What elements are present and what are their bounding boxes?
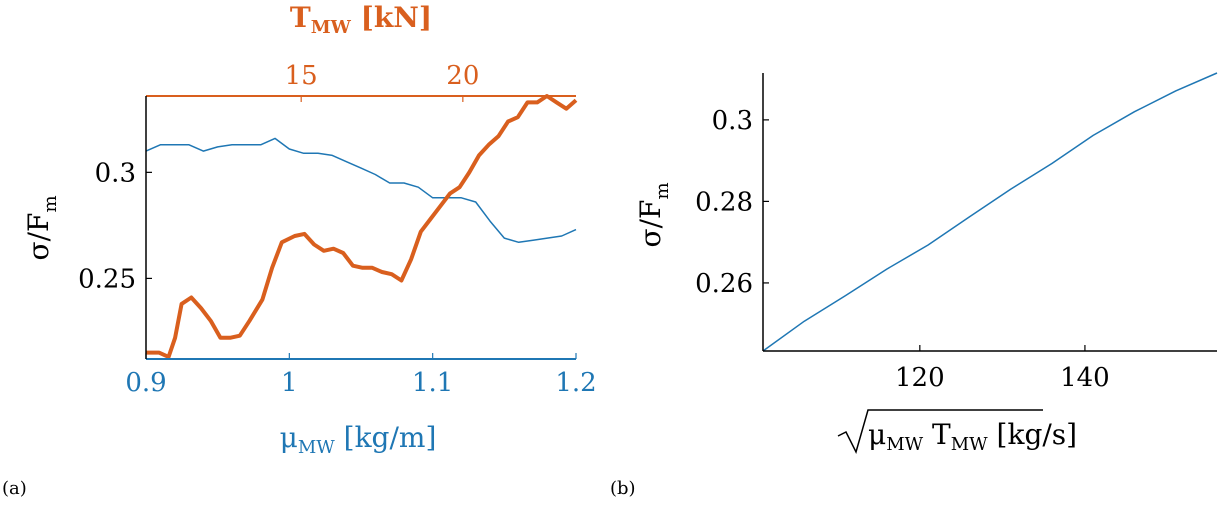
panel-a-top-tick-label: 20 <box>446 61 479 91</box>
panel-a-top-axis-title: TMW [kN] <box>290 1 432 38</box>
panel-a-series-density-line <box>145 137 577 244</box>
panel-b-x-tick-label: 120 <box>895 363 945 393</box>
panel-b-y-tick-labels: 0.26 0.28 0.3 <box>695 106 769 299</box>
panel-b-y-tick-label: 0.26 <box>695 269 753 299</box>
panel-a-bottom-axis-title: μMW [kg/m] <box>280 421 437 458</box>
panel-a-series-tension-line <box>146 94 578 359</box>
panel-a-y-axis-title: σ/Fm <box>22 195 61 260</box>
panel-b-chart: 0.26 0.28 0.3 120 140 σ/Fm μMW TMW [kg/s] (… <box>610 72 1218 499</box>
panel-a-top-tick-label: 15 <box>285 61 318 91</box>
panel-a-bottom-tick-labels: 0.9 1 1.1 1.2 <box>125 353 597 398</box>
panel-b-x-axis-title: μMW TMW [kg/s] <box>868 418 1077 455</box>
panel-b-series <box>762 72 1218 352</box>
panel-a-bottom-tick-label: 1.2 <box>555 368 596 398</box>
panel-a-top-tick-labels: 15 20 <box>285 61 479 102</box>
panel-b-y-axis-title: σ/Fm <box>634 182 673 247</box>
panel-b-label: (b) <box>610 478 636 499</box>
panel-a-chart: TMW [kN] 15 20 0.250.3 0.9 1 1.1 1.2 σ/Fm μM… <box>2 1 597 499</box>
panel-a-bottom-tick-label: 1.1 <box>412 368 453 398</box>
panel-b-x-tick-label: 140 <box>1060 363 1110 393</box>
panel-b-y-tick-label: 0.3 <box>712 106 753 136</box>
panel-a-y-tick-label: 0.3 <box>95 158 136 188</box>
panel-b-y-tick-label: 0.28 <box>695 187 753 217</box>
panel-a-label: (a) <box>2 478 27 499</box>
panel-a-y-tick-labels: 0.25 0.3 <box>78 158 152 294</box>
panel-b-series-line <box>762 72 1218 352</box>
panel-a-bottom-tick-label: 0.9 <box>125 368 166 398</box>
panel-a-bottom-tick-label: 1 <box>281 368 298 398</box>
panel-b-x-tick-labels: 120 140 <box>895 345 1110 393</box>
panel-a-series <box>145 94 578 359</box>
panel-a-y-tick-label: 0.25 <box>78 264 136 294</box>
panel-b-sqrt-symbol <box>837 409 1043 455</box>
